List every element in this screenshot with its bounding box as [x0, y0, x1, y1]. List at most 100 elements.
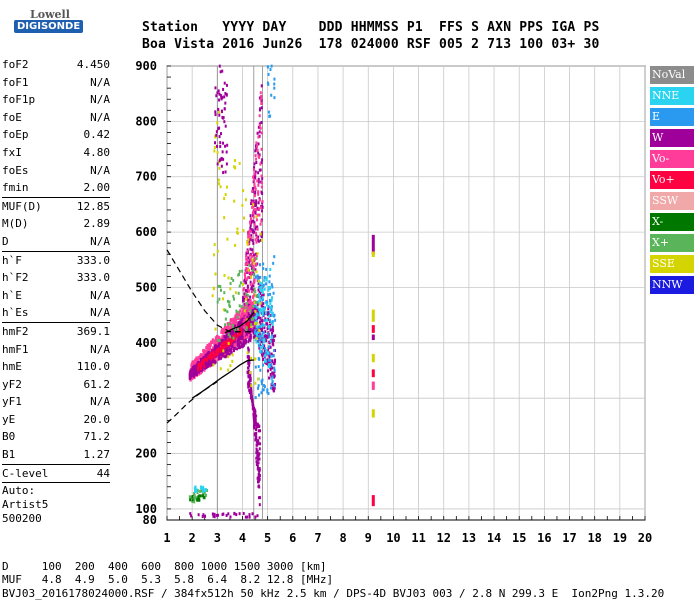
echo-point — [250, 323, 253, 327]
echo-point — [245, 340, 248, 344]
echo-point — [218, 339, 221, 343]
echo-point — [252, 267, 255, 271]
echo-point — [253, 261, 256, 265]
echo-point — [251, 512, 254, 516]
param-name: MUF(D) — [2, 199, 42, 213]
echo-point — [249, 295, 252, 299]
echo-point — [252, 419, 255, 423]
echo-point — [248, 515, 251, 519]
echo-point — [254, 275, 257, 279]
legend-item-w: W — [650, 129, 694, 147]
echo-point — [198, 494, 201, 498]
x-tick-label: 19 — [613, 531, 627, 545]
echo-point — [268, 280, 271, 284]
echo-point — [192, 374, 195, 378]
echo-point — [207, 348, 210, 352]
echo-bar-9mhz — [371, 409, 375, 418]
echo-point — [256, 131, 259, 135]
echo-point — [264, 317, 267, 321]
echo-point — [239, 309, 242, 313]
echo-point — [218, 98, 221, 102]
echo-point — [249, 309, 252, 313]
echo-point — [257, 343, 260, 347]
echo-point — [204, 349, 207, 353]
echo-point — [269, 301, 272, 305]
echo-point — [250, 271, 253, 275]
echo-point — [267, 293, 270, 297]
echo-point — [220, 157, 223, 161]
echo-point — [259, 368, 262, 372]
echo-point — [247, 325, 250, 329]
echo-point — [216, 300, 219, 304]
echo-point — [247, 289, 250, 293]
echo-point — [217, 354, 220, 358]
footer-muf-row: MUF 4.8 4.9 5.0 5.3 5.8 6.4 8.2 12.8 [MH… — [2, 573, 334, 586]
echo-point — [245, 292, 248, 296]
echo-point — [223, 291, 226, 295]
echo-point — [273, 360, 276, 364]
echo-point — [244, 515, 247, 519]
echo-point — [227, 341, 230, 345]
echo-point — [242, 189, 245, 193]
echo-point — [260, 95, 263, 99]
echo-point — [260, 352, 263, 356]
legend-item-ssw: SSW — [650, 192, 694, 210]
x-tick-label: 4 — [239, 531, 246, 545]
echo-point — [200, 367, 203, 371]
echo-point — [244, 198, 247, 202]
echo-point — [259, 275, 262, 279]
echo-point — [226, 334, 229, 338]
echo-point — [250, 285, 253, 289]
echo-point — [225, 83, 228, 87]
echo-point — [267, 369, 270, 373]
echo-point — [259, 311, 262, 315]
echo-point — [200, 362, 203, 366]
param-value: N/A — [90, 110, 110, 124]
echo-point — [253, 327, 256, 331]
echo-point — [191, 365, 194, 369]
echo-point — [255, 460, 258, 464]
echo-point — [208, 342, 211, 346]
echo-point — [217, 182, 220, 186]
echo-point — [251, 288, 254, 292]
legend-item-noval: NoVal — [650, 66, 694, 84]
echo-point — [262, 352, 265, 356]
echo-point — [220, 339, 223, 343]
echo-point — [271, 366, 274, 370]
echo-point — [214, 113, 217, 117]
echo-point — [244, 325, 247, 329]
echo-point — [253, 223, 256, 227]
echo-point — [219, 288, 222, 292]
echo-point — [247, 236, 250, 240]
echo-point — [224, 323, 227, 327]
param-value: 61.2 — [83, 377, 111, 391]
echo-point — [217, 127, 220, 131]
echo-point — [223, 120, 226, 124]
echo-point — [221, 96, 224, 100]
echo-point — [249, 221, 252, 225]
echo-point — [264, 347, 267, 351]
echo-point — [258, 123, 261, 127]
echo-point — [251, 258, 254, 262]
echo-point — [240, 305, 243, 309]
param-row: foEp 0.42 — [2, 126, 110, 144]
param-row: h`Es N/A — [2, 304, 110, 323]
echo-point — [219, 145, 222, 149]
echo-point — [214, 86, 217, 90]
echo-point — [217, 338, 220, 342]
echo-point — [204, 353, 207, 357]
legend-item-vo-: Vo+ — [650, 171, 694, 189]
echo-point — [261, 290, 264, 294]
param-name: D — [2, 234, 9, 248]
echo-point — [269, 372, 272, 376]
echo-bar-9mhz — [371, 369, 375, 378]
echo-point — [226, 310, 229, 314]
echo-point — [237, 273, 240, 277]
echo-point — [270, 362, 273, 366]
echo-point — [212, 360, 215, 364]
echo-bar-9mhz — [371, 495, 375, 507]
param-name: h`F — [2, 253, 22, 267]
echo-point — [270, 320, 273, 324]
echo-point — [257, 154, 260, 158]
echo-point — [234, 341, 237, 345]
